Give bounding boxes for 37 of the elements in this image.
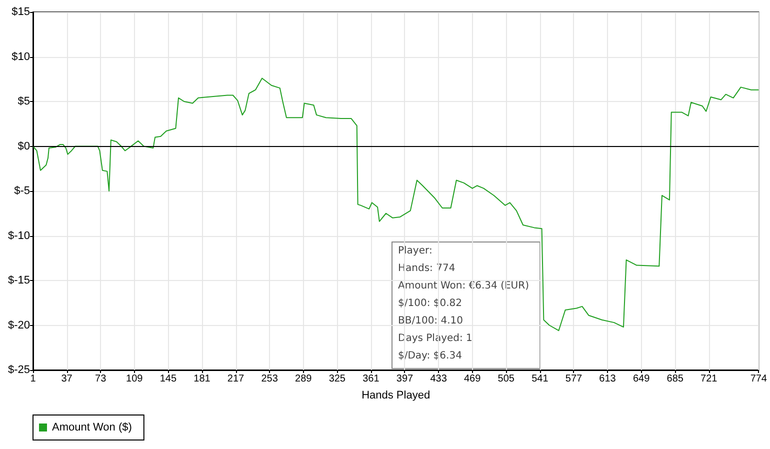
y-tick-label: $15 <box>12 6 30 18</box>
annotation: BB/100: 4.10 <box>398 316 463 326</box>
y-tick-label: $-25 <box>8 364 30 376</box>
x-tick-label: 145 <box>160 374 177 384</box>
x-tick-label: 649 <box>632 374 650 384</box>
x-tick-label: 289 <box>295 374 312 384</box>
x-tick-label: 37 <box>61 374 73 384</box>
y-tick-label: $10 <box>12 50 30 63</box>
x-tick-label: 613 <box>599 374 616 384</box>
annotation: Player: <box>398 246 432 256</box>
annotation: $/100: $0.82 <box>398 298 462 309</box>
x-tick-label: 253 <box>261 374 278 384</box>
y-tick-label: $-15 <box>8 274 30 286</box>
y-tick-label: $0 <box>18 140 30 152</box>
x-tick-label: 433 <box>430 374 448 384</box>
x-tick-label: 505 <box>498 374 515 384</box>
x-tick-label: 325 <box>328 374 346 384</box>
x-tick-label: 721 <box>700 374 718 384</box>
x-tick-label: 217 <box>227 374 245 384</box>
y-tick-label: $5 <box>18 96 30 108</box>
annotation: $/Day: $6.34 <box>398 350 462 362</box>
x-tick-label: 469 <box>464 374 482 384</box>
x-tick-label: 541 <box>532 374 549 384</box>
y-tick-label: $-5 <box>14 185 30 197</box>
x-tick-label: 397 <box>396 374 414 384</box>
x-tick-label: 1 <box>30 374 36 384</box>
x-axis-title: Hands Played <box>362 390 430 402</box>
x-tick-label: 774 <box>750 374 768 384</box>
x-tick-label: 577 <box>565 374 582 384</box>
x-tick-label: 73 <box>95 374 107 384</box>
y-tick-label: $-10 <box>8 230 30 242</box>
x-tick-label: 109 <box>126 374 144 384</box>
x-tick-label: 361 <box>362 374 380 384</box>
x-tick-label: 685 <box>666 374 684 384</box>
x-tick-label: 181 <box>194 374 211 384</box>
legend-label: Amount Won ($) <box>52 422 132 434</box>
y-tick-label: $-20 <box>8 319 30 332</box>
